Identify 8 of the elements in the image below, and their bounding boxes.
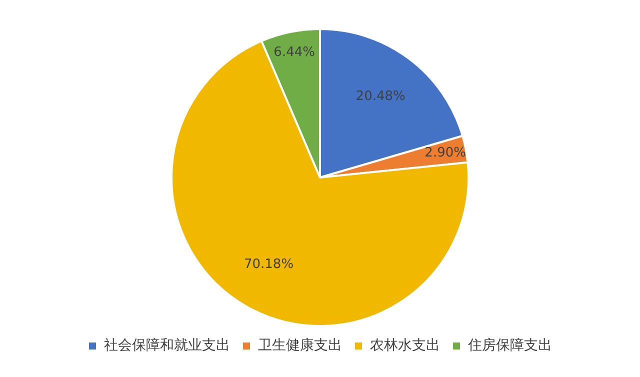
data-label: 20.48%	[356, 89, 406, 104]
legend-label: 农林水支出	[370, 338, 440, 354]
legend-label: 住房保障支出	[467, 338, 552, 354]
data-label: 70.18%	[244, 256, 294, 272]
legend-label: 社会保障和就业支出	[104, 338, 230, 354]
data-label: 6.44%	[274, 44, 315, 60]
data-label: 2.90%	[424, 145, 466, 160]
legend-label: 卫生健康支出	[258, 338, 342, 354]
